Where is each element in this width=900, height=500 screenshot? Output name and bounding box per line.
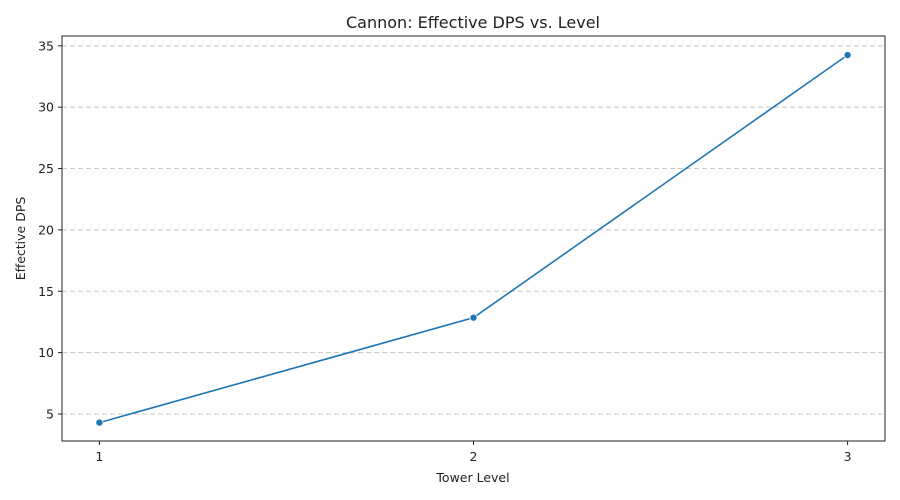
y-axis-label: Effective DPS [13,197,28,281]
x-tick-label: 2 [470,449,478,464]
y-tick-label: 25 [38,161,54,176]
data-point [469,313,478,322]
y-tick-label: 10 [38,345,54,360]
grid-lines [62,45,885,415]
plot-frame [61,35,886,442]
x-axis-label: Tower Level [435,470,509,485]
chart-title: Cannon: Effective DPS vs. Level [346,13,600,32]
y-tick-label: 15 [38,284,54,299]
series-points [95,51,852,427]
x-axis: 1 2 3 [95,441,852,464]
data-point [95,418,104,427]
x-tick-label: 3 [844,449,852,464]
y-tick-label: 20 [38,222,54,237]
y-tick-label: 30 [38,100,54,115]
y-axis: 5 10 15 20 25 30 35 [38,38,62,422]
data-point [843,51,852,60]
x-tick-label: 1 [95,449,103,464]
y-tick-label: 35 [38,38,54,53]
series-line [99,54,849,424]
y-tick-label: 5 [46,407,54,422]
